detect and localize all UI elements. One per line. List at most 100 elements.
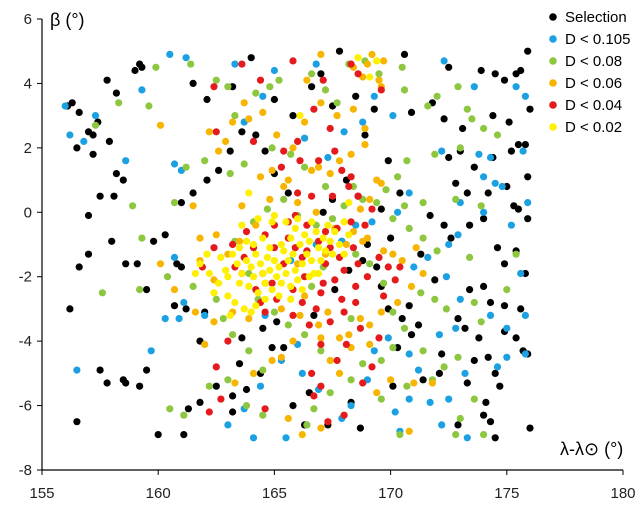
data-point: [294, 137, 302, 145]
data-point: [270, 211, 278, 220]
data-point: [201, 340, 209, 348]
data-point: [212, 295, 220, 303]
data-point: [340, 308, 348, 316]
data-point: [296, 311, 304, 319]
legend-label: D < 0.02: [565, 119, 622, 136]
data-point: [275, 76, 283, 84]
data-point: [136, 286, 144, 294]
data-point: [405, 224, 413, 232]
data-point: [129, 202, 137, 210]
data-point: [270, 257, 278, 265]
data-point: [203, 95, 211, 104]
data-point: [363, 273, 371, 281]
data-point: [426, 398, 434, 406]
data-point: [261, 308, 269, 316]
data-point: [317, 257, 325, 265]
data-point: [517, 269, 525, 278]
data-point: [440, 57, 448, 65]
data-point: [66, 305, 74, 313]
data-point: [352, 250, 360, 258]
data-point: [377, 86, 385, 94]
data-point: [154, 431, 162, 439]
data-point: [340, 128, 348, 136]
data-point: [454, 315, 462, 323]
data-point: [470, 298, 478, 307]
data-point: [263, 205, 271, 213]
data-point: [491, 434, 499, 442]
data-point: [440, 115, 448, 123]
legend-marker: [549, 57, 557, 65]
data-point: [493, 131, 502, 139]
data-point: [268, 218, 276, 226]
data-point: [284, 176, 292, 184]
data-point: [398, 257, 406, 265]
data-point: [247, 308, 255, 316]
data-point: [407, 331, 416, 339]
data-point: [359, 379, 367, 387]
data-point: [238, 269, 246, 278]
data-point: [361, 141, 369, 149]
data-point: [480, 124, 488, 133]
data-point: [480, 431, 488, 439]
data-point: [366, 260, 374, 268]
data-point: [229, 408, 237, 416]
data-point: [419, 234, 427, 242]
data-point: [196, 260, 204, 268]
data-point: [224, 292, 232, 300]
data-point: [245, 315, 253, 323]
data-point: [289, 57, 297, 65]
data-point: [317, 340, 325, 348]
data-point: [175, 315, 183, 323]
data-point: [180, 411, 188, 419]
data-point: [391, 408, 399, 416]
data-point: [284, 321, 292, 329]
data-point: [326, 318, 334, 326]
x-tick-label: 160: [146, 485, 171, 502]
data-point: [380, 57, 388, 65]
data-point: [98, 289, 106, 297]
data-point: [356, 424, 364, 432]
data-point: [489, 112, 497, 120]
data-point: [373, 389, 381, 397]
data-point: [310, 405, 318, 413]
data-point: [319, 279, 327, 287]
data-point: [203, 176, 211, 184]
data-point: [440, 363, 448, 371]
data-point: [89, 131, 97, 139]
data-point: [245, 347, 253, 355]
data-point: [108, 237, 116, 245]
data-point: [517, 66, 525, 75]
data-point: [315, 244, 323, 252]
data-point: [317, 382, 325, 390]
data-point: [229, 240, 237, 249]
data-point: [384, 157, 392, 165]
data-point: [391, 276, 399, 284]
data-point: [486, 418, 495, 426]
data-point: [324, 308, 332, 316]
data-point: [431, 150, 439, 158]
data-point: [340, 218, 348, 226]
data-point: [328, 250, 337, 258]
data-point: [368, 363, 376, 371]
data-point: [256, 382, 265, 390]
data-point: [301, 231, 309, 239]
data-point: [294, 199, 302, 207]
x-tick-label: 155: [29, 485, 54, 502]
data-point: [331, 276, 339, 284]
data-point: [96, 192, 104, 200]
data-point: [301, 134, 309, 142]
data-point: [289, 144, 297, 152]
data-point: [224, 376, 232, 384]
data-point: [112, 170, 120, 178]
data-point: [254, 215, 262, 223]
data-point: [268, 356, 276, 365]
data-point: [235, 360, 244, 368]
data-point: [296, 112, 304, 120]
data-point: [347, 60, 355, 68]
x-tick-label: 170: [378, 485, 403, 502]
data-point: [133, 260, 141, 268]
data-point: [342, 240, 350, 249]
data-point: [315, 321, 323, 329]
data-point: [326, 170, 334, 178]
